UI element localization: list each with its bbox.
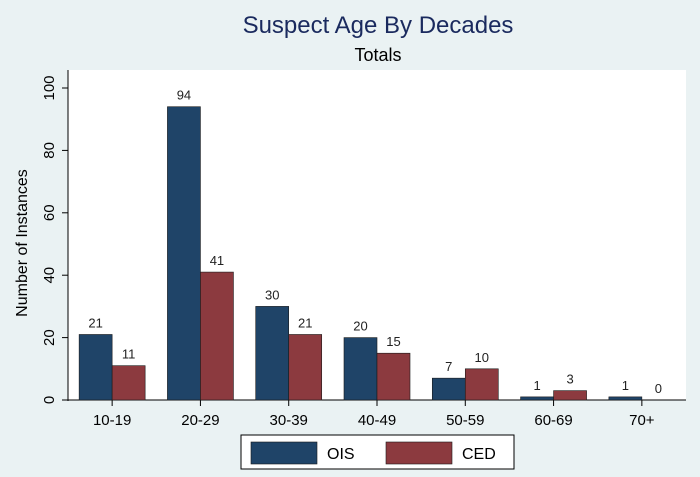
x-tick-label: 10-19: [93, 412, 131, 429]
bar-ced: [464, 368, 499, 401]
data-label: 11: [122, 347, 136, 362]
bar-ois: [608, 396, 643, 401]
y-tick-label: 0: [41, 396, 58, 404]
data-label: 15: [386, 334, 400, 349]
data-label: 94: [177, 88, 191, 103]
data-label: 21: [298, 315, 312, 330]
x-tick-label: 70+: [629, 412, 655, 429]
y-tick-label: 40: [41, 267, 58, 284]
bar-ced: [288, 334, 323, 401]
data-label: 21: [88, 315, 102, 330]
data-label: 1: [533, 378, 540, 393]
y-tick-label: 100: [41, 75, 58, 100]
bar-ced: [200, 271, 234, 401]
bar-ced: [111, 365, 146, 401]
x-tick-label: 40-49: [358, 412, 396, 429]
bar-ois: [167, 106, 201, 401]
bar-ced: [553, 390, 587, 401]
data-label: 10: [475, 350, 489, 365]
legend: OIS CED: [240, 434, 515, 470]
chart-title: Suspect Age By Decades: [243, 12, 514, 39]
x-tick-label: 20-29: [181, 412, 219, 429]
data-label: 20: [353, 319, 367, 334]
y-tick-label: 20: [41, 329, 58, 346]
bar-ois: [78, 334, 113, 401]
x-tick-label: 60-69: [534, 412, 572, 429]
data-label: 7: [445, 359, 452, 374]
legend-label-ced: CED: [462, 446, 496, 463]
chart-subtitle: Totals: [354, 45, 401, 65]
bar-ois: [343, 337, 378, 401]
x-tick-label: 30-39: [270, 412, 308, 429]
data-label: 1: [622, 378, 629, 393]
y-tick-label: 60: [41, 204, 58, 221]
data-label: 41: [210, 253, 224, 268]
legend-swatch-ced: [385, 441, 453, 465]
legend-label-ois: OIS: [327, 446, 355, 463]
bar-ced: [376, 352, 411, 401]
plot-area: 02040608010010-19211120-29944130-3930214…: [41, 70, 686, 429]
bar-ois: [255, 306, 290, 401]
x-tick-label: 50-59: [446, 412, 484, 429]
data-label: 3: [566, 372, 573, 387]
y-axis-label: Number of Instances: [14, 169, 31, 317]
bar-ois: [431, 377, 466, 401]
legend-swatch-ois: [250, 441, 318, 465]
data-label: 30: [265, 287, 279, 302]
y-tick-label: 80: [41, 142, 58, 159]
bar-ois: [520, 396, 554, 401]
data-label: 0: [655, 381, 662, 396]
